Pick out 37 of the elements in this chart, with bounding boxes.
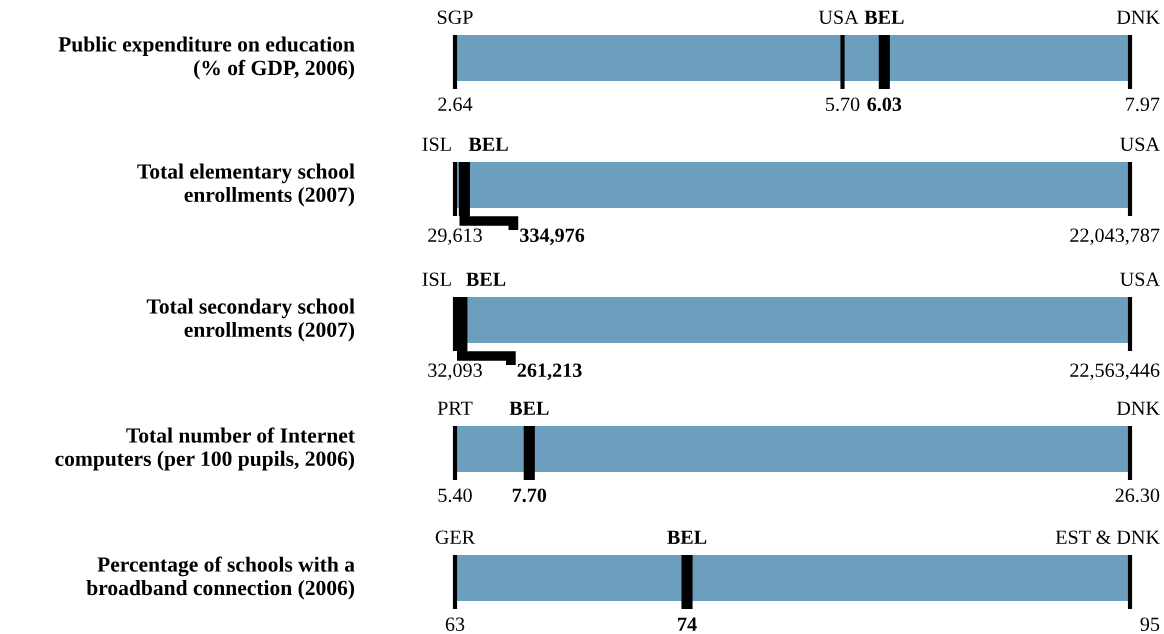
text: Total elementary school enrollments (2007) [137, 163, 355, 207]
category-label: USA [1120, 137, 1160, 152]
data-label: 26.30 [1115, 488, 1160, 503]
text: BEL [466, 272, 506, 286]
category-label: ISL [422, 272, 451, 287]
category-label: SGP [437, 10, 473, 25]
data-label: 22,043,787 [1070, 228, 1160, 245]
data-label: 95 [1140, 617, 1160, 632]
data-label: 7.97 [1126, 97, 1160, 112]
category-label: EST & DNK [1055, 530, 1160, 545]
data-label: 2.64 [438, 97, 473, 112]
text: BEL [864, 10, 904, 24]
data-label: 5.70 [826, 97, 860, 112]
text: BEL [509, 401, 549, 415]
category-label: GER [435, 530, 476, 545]
category-label: DNK [1116, 10, 1160, 24]
data-label: 5.40 [438, 488, 472, 503]
text: Public expenditure on education (% of GDP, 2006) [58, 36, 355, 80]
data-label: 29,613 [428, 228, 482, 245]
category-label: USA [1120, 272, 1160, 287]
data-label: 6.03 [867, 97, 902, 112]
category-label: PRT [437, 401, 473, 415]
category-label: DNK [1116, 401, 1160, 415]
category-label: USA [818, 10, 859, 25]
data-label: 63 [445, 617, 465, 632]
text: Total secondary school enrollments (2007) [146, 298, 355, 342]
text: BEL [667, 530, 707, 544]
text: Total number of Internet computers (per 100 pupils, 2006) [55, 427, 355, 471]
text: Percentage of schools with a broadband connection (2006) [86, 556, 355, 600]
category-label: ISL [422, 137, 451, 152]
data-label: 74 [678, 617, 697, 631]
text: BEL [468, 137, 508, 151]
data-label: 32,093 [428, 363, 482, 380]
data-label: 7.70 [512, 488, 547, 503]
data-label: 22,563,446 [1070, 363, 1160, 380]
data-label: 261,213 [517, 363, 582, 380]
data-label: 334,976 [520, 228, 585, 245]
